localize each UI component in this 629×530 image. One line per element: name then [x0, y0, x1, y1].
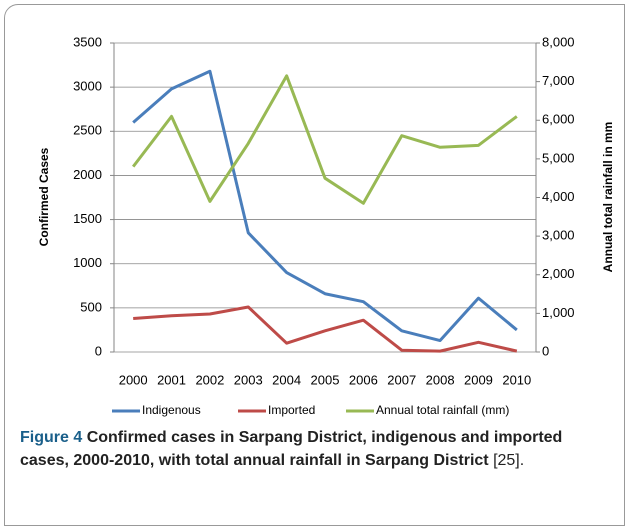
x-tick-label: 2005: [311, 372, 340, 387]
x-tick-label: 2006: [349, 372, 378, 387]
caption-label: Figure 4: [20, 429, 83, 446]
legend-label: Annual total rainfall (mm): [376, 403, 509, 417]
x-tick-label: 2001: [157, 372, 186, 387]
y-tick-label: 1000: [73, 255, 102, 270]
x-tick-label: 2010: [502, 372, 531, 387]
y2-tick-label: 4,000: [542, 189, 575, 204]
y2-tick-label: 8,000: [542, 34, 575, 49]
y2-tick-label: 1,000: [542, 305, 575, 320]
y-tick-label: 2500: [73, 123, 102, 138]
x-tick-label: 2004: [272, 372, 301, 387]
y-tick-label: 500: [80, 299, 102, 314]
x-tick-label: 2009: [464, 372, 493, 387]
series-line: [132, 69, 518, 343]
caption-ref: [25].: [493, 452, 525, 469]
figure-frame: [4, 4, 625, 526]
y2-tick-label: 7,000: [542, 73, 575, 88]
y-tick-label: 3500: [73, 34, 102, 49]
series-line: [133, 305, 518, 353]
x-tick-label: 2000: [119, 372, 148, 387]
y-tick-label: 1500: [73, 211, 102, 226]
y2-tick-label: 6,000: [542, 112, 575, 127]
x-tick-label: 2003: [234, 372, 263, 387]
y-tick-label: 0: [95, 343, 102, 358]
y2-tick-label: 5,000: [542, 150, 575, 165]
y2-tick-label: 2,000: [542, 266, 575, 281]
x-tick-label: 2008: [426, 372, 455, 387]
chart: Confirmed Cases Annual total rainfall in…: [37, 34, 615, 417]
caption: Figure 4 Confirmed cases in Sarpang Dist…: [20, 426, 610, 472]
y2-tick-label: 3,000: [542, 228, 575, 243]
x-tick-label: 2002: [195, 372, 224, 387]
x-tick-label: 2007: [387, 372, 416, 387]
legend-label: Imported: [268, 403, 315, 417]
series-line: [131, 74, 518, 205]
legend-label: Indigenous: [142, 403, 201, 417]
y2-axis-label: Annual total rainfall in mm: [601, 122, 615, 273]
y-tick-label: 3000: [73, 79, 102, 94]
caption-text: Confirmed cases in Sarpang District, ind…: [20, 429, 563, 469]
y2-tick-label: 0: [542, 343, 549, 358]
y-axis-label: Confirmed Cases: [37, 147, 51, 246]
y-tick-label: 2000: [73, 167, 102, 182]
